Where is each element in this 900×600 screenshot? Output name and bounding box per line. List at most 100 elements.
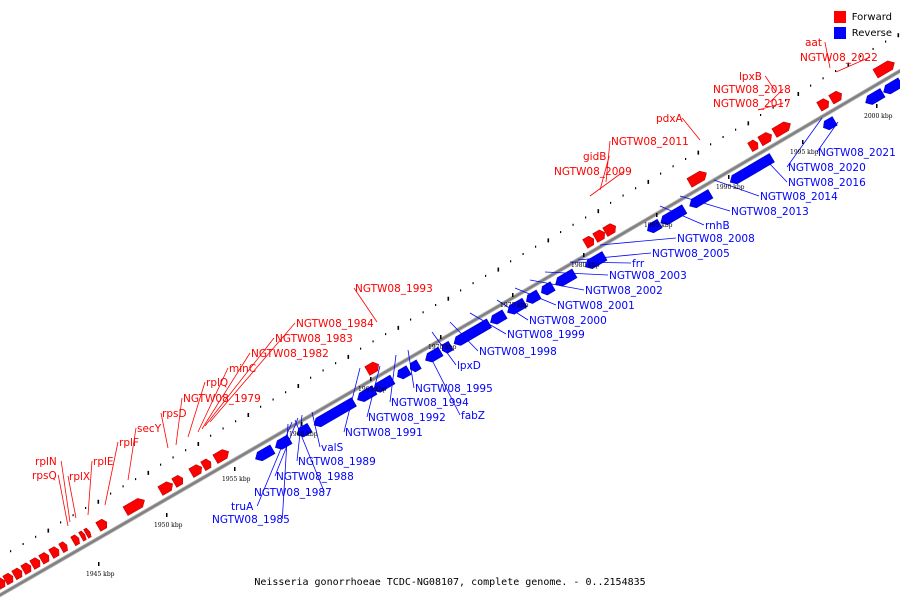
scale-dot xyxy=(522,252,524,255)
reverse-gene-label: NGTW08_1994 xyxy=(391,397,469,409)
gene-body xyxy=(686,170,707,188)
gene-body xyxy=(425,346,444,363)
leader-line xyxy=(679,195,731,212)
scale-dot xyxy=(510,260,512,263)
scale-dot xyxy=(760,113,762,116)
label-leaders xyxy=(57,41,871,527)
scale-dot xyxy=(585,216,587,219)
leader-line xyxy=(57,474,69,527)
tick-mark xyxy=(876,104,878,108)
leader-line xyxy=(201,352,251,430)
leader-line xyxy=(175,397,183,446)
gene-body xyxy=(0,577,6,590)
scale-dot xyxy=(572,223,574,226)
forward-gene-label: rplN xyxy=(35,456,57,468)
forward-gene xyxy=(602,223,616,237)
reverse-gene-label: NGTW08_2021 xyxy=(818,147,896,159)
gene-body xyxy=(453,318,492,346)
leader-line xyxy=(197,367,229,433)
gene-body xyxy=(364,361,379,376)
forward-gene xyxy=(95,518,108,532)
scale-dot xyxy=(372,340,374,343)
gene-body xyxy=(555,268,578,287)
scale-dot xyxy=(197,441,200,446)
scale-tick-label: 1965 kbp xyxy=(358,386,387,393)
reverse-gene xyxy=(647,218,663,234)
forward-gene xyxy=(2,572,14,586)
reverse-gene xyxy=(541,281,556,296)
leader-line xyxy=(87,460,93,516)
reverse-gene xyxy=(255,444,276,462)
scale-dot xyxy=(272,398,274,401)
scale-tick-label: 1960 kbp xyxy=(289,431,318,438)
leader-line xyxy=(599,237,677,246)
gene-body xyxy=(70,534,80,547)
gene-body xyxy=(373,374,396,393)
scale-dot xyxy=(472,282,474,285)
scale-tick-label: 1945 kbp xyxy=(86,571,115,578)
reverse-gene-label: NGTW08_1989 xyxy=(298,456,376,468)
scale-dot xyxy=(72,514,74,517)
gene-body xyxy=(442,340,454,354)
genome-backbone xyxy=(0,68,900,598)
gene-body xyxy=(29,557,41,570)
leader-line xyxy=(67,475,77,519)
forward-gene xyxy=(188,464,202,478)
gene-body xyxy=(255,444,276,462)
scale-dot xyxy=(447,296,450,301)
scale-tick-label: 1975 kbp xyxy=(500,302,529,309)
legend-label-reverse: Reverse xyxy=(851,27,892,39)
leader-line xyxy=(769,88,784,103)
gene-body xyxy=(582,235,594,249)
tick-mark xyxy=(166,513,168,517)
forward-gene-label: rplE xyxy=(93,456,114,468)
forward-gene xyxy=(70,534,80,547)
gene-body xyxy=(660,204,688,226)
leader-line xyxy=(127,427,137,481)
scale-dot xyxy=(385,333,387,336)
gene-body xyxy=(747,139,759,153)
leader-line xyxy=(104,441,119,506)
tick-mark xyxy=(301,422,303,426)
scale-dot xyxy=(122,485,124,488)
gene-body xyxy=(95,518,108,532)
scale-dot xyxy=(610,201,612,204)
reverse-gene-label: NGTW08_2001 xyxy=(557,300,635,312)
forward-gene-label: NGTW08_1982 xyxy=(251,348,329,360)
forward-gene-label: NGTW08_2011 xyxy=(611,136,689,148)
scale-dot xyxy=(97,499,100,504)
scale-dots xyxy=(10,33,900,553)
scale-dot xyxy=(210,434,212,437)
scale-tick-label: 1955 kbp xyxy=(222,476,251,483)
reverse-gene-label: NGTW08_1998 xyxy=(479,346,557,358)
scale-tick-label: 1990 kbp xyxy=(716,184,745,191)
gene-body xyxy=(592,229,605,243)
leader-line xyxy=(589,170,625,197)
reverse-gene xyxy=(453,318,492,346)
leader-line xyxy=(389,354,397,403)
reverse-gene-label: lpxD xyxy=(457,360,481,372)
leader-line xyxy=(60,460,71,523)
gene-body xyxy=(526,289,542,304)
forward-gene xyxy=(816,98,829,112)
scale-dot xyxy=(235,420,237,423)
leader-line xyxy=(764,75,777,93)
forward-gene-label: rpsD xyxy=(162,408,187,420)
gene-body xyxy=(585,251,608,269)
reverse-gene xyxy=(373,374,396,393)
reverse-gene-label: NGTW08_1985 xyxy=(212,514,290,526)
reverse-gene-label: rnhB xyxy=(705,220,730,232)
scale-dot xyxy=(485,274,487,277)
forward-gene xyxy=(757,132,772,147)
gene-body xyxy=(490,309,508,325)
gene-body xyxy=(602,223,616,237)
scale-dot xyxy=(885,40,887,43)
reverse-gene xyxy=(865,88,886,105)
leader-line xyxy=(431,359,461,416)
scale-dot xyxy=(347,354,350,359)
forward-gene-label: NGTW08_1984 xyxy=(296,318,374,330)
scale-dot xyxy=(147,470,150,475)
scale-dot xyxy=(672,165,674,168)
gene-body xyxy=(58,541,68,554)
reverse-gene xyxy=(397,365,412,380)
